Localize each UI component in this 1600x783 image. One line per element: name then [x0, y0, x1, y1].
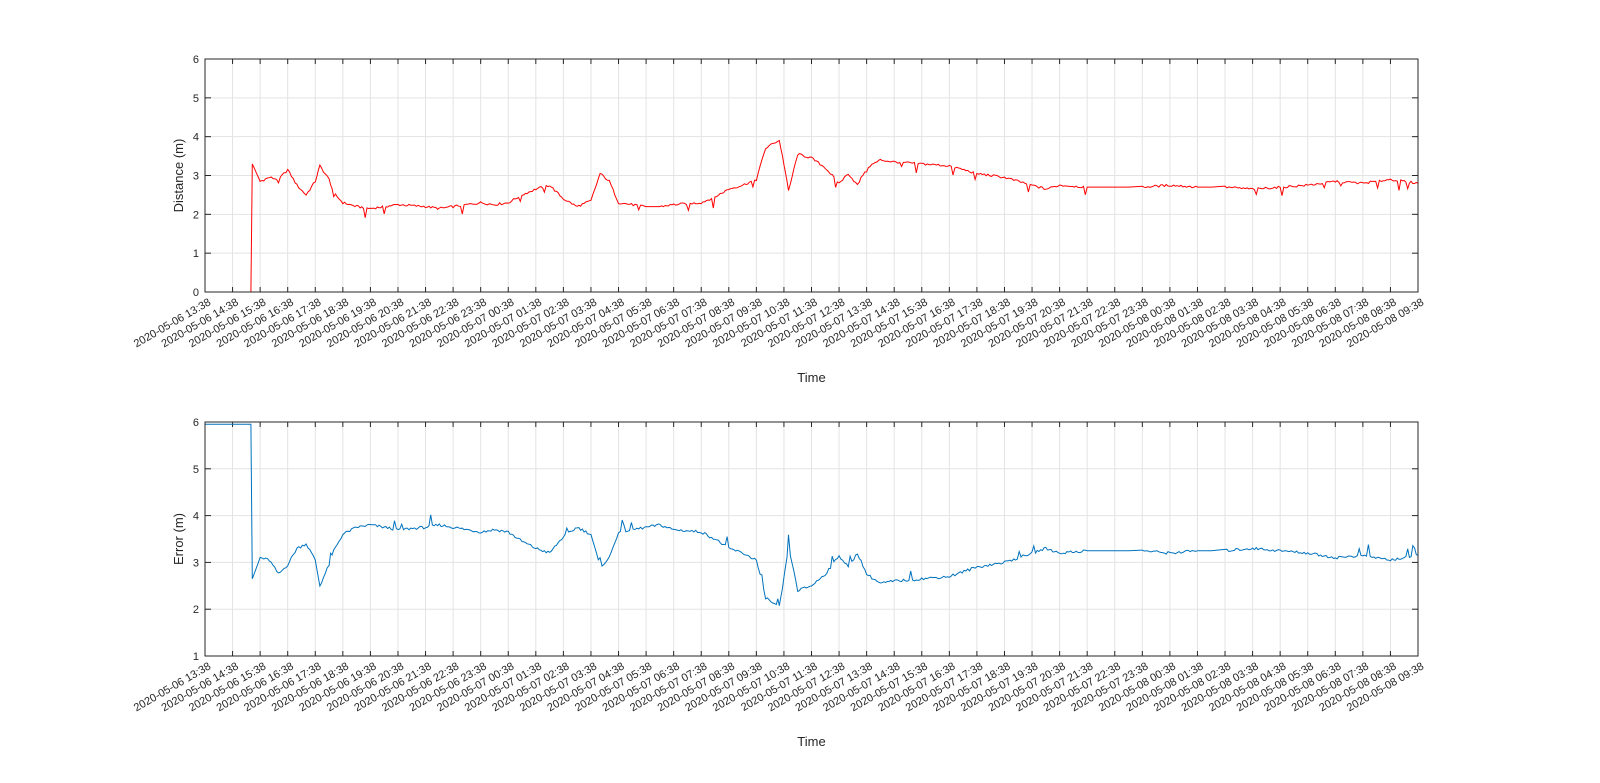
y-tick-label: 4 — [193, 132, 199, 144]
axes-box — [204, 58, 1419, 293]
series-line — [205, 423, 1419, 606]
x-axis-title: Time — [797, 370, 825, 385]
axes-box — [204, 421, 1419, 657]
y-tick-label: 2 — [193, 604, 199, 616]
y-tick-label: 5 — [193, 93, 199, 105]
y-tick-label: 0 — [193, 287, 199, 299]
y-tick-label: 3 — [193, 171, 199, 183]
x-axis-title: Time — [797, 734, 825, 749]
y-axis-title: Error (m) — [171, 513, 186, 565]
y-tick-label: 2 — [193, 209, 199, 221]
y-tick-label: 1 — [193, 248, 199, 260]
y-tick-label: 6 — [193, 417, 199, 429]
y-tick-label: 4 — [193, 511, 199, 523]
y-tick-label: 6 — [193, 54, 199, 66]
series-line — [205, 139, 1419, 293]
y-tick-label: 5 — [193, 464, 199, 476]
y-tick-label: 3 — [193, 557, 199, 569]
y-tick-label: 1 — [193, 651, 199, 663]
y-axis-title: Distance (m) — [171, 139, 186, 213]
